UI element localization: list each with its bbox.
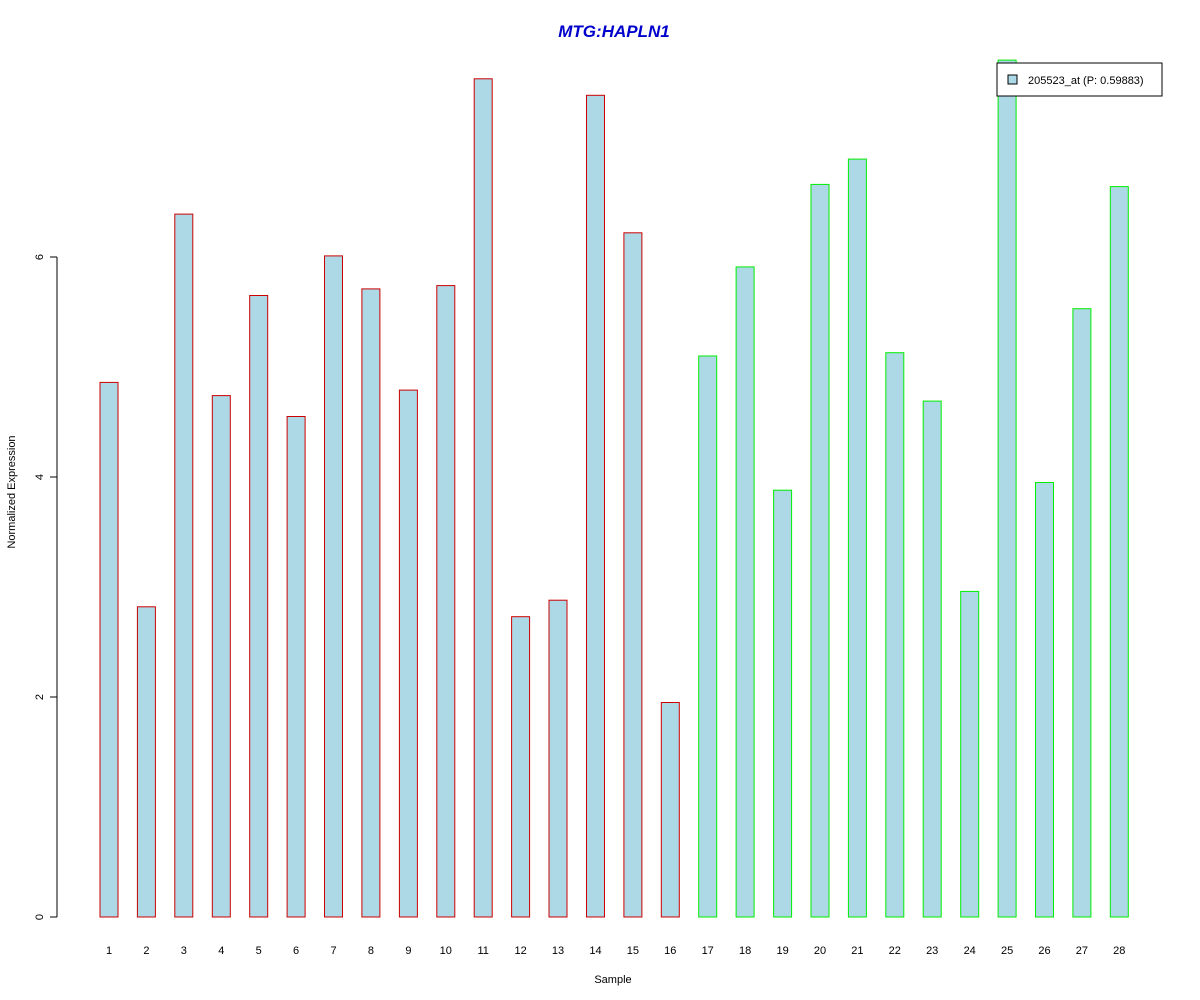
bar-sample-19: [773, 489, 793, 918]
chart-title: MTG:HAPLN1: [558, 22, 669, 41]
x-tick-label: 22: [889, 945, 901, 957]
x-tick-label: 3: [181, 945, 187, 957]
y-tick-label: 4: [34, 474, 46, 480]
bar-sample-11: [473, 78, 493, 918]
x-tick-label: 28: [1113, 945, 1125, 957]
bar-sample-21: [847, 158, 867, 918]
bar-sample-16: [660, 702, 680, 918]
x-tick-label: 21: [851, 945, 863, 957]
x-tick-label: 23: [926, 945, 938, 957]
bar-sample-24: [960, 590, 980, 918]
bar-sample-7: [324, 255, 343, 918]
x-tick-label: 25: [1001, 945, 1013, 957]
x-tick-label: 7: [330, 945, 336, 957]
x-axis-label: Sample: [594, 974, 631, 986]
x-tick-label: 6: [293, 945, 299, 957]
bar-sample-13: [548, 599, 568, 918]
bar-sample-4: [211, 395, 231, 918]
bar-sample-8: [361, 288, 381, 918]
x-tick-label: 26: [1038, 945, 1050, 957]
bar-sample-10: [436, 285, 456, 918]
legend-label: 205523_at (P: 0.59883): [1028, 75, 1144, 87]
bar-sample-1: [99, 381, 119, 918]
x-tick-label: 10: [440, 945, 452, 957]
x-tick-label: 16: [664, 945, 676, 957]
bar-sample-18: [735, 266, 755, 918]
bar-sample-3: [174, 213, 194, 918]
x-tick-label: 20: [814, 945, 826, 957]
y-tick-label: 2: [34, 694, 46, 700]
bar-sample-23: [922, 400, 942, 918]
x-tick-label: 15: [627, 945, 639, 957]
x-tick-labels: 1 2 3 4 5 6 7 8 9 10 11 12 13 14 15 16 17 18 19 20 21 22 23 24 2…: [106, 945, 1125, 957]
bar-sample-20: [810, 183, 830, 918]
x-tick-label: 27: [1076, 945, 1088, 957]
x-tick-label: 18: [739, 945, 751, 957]
bar-sample-14: [586, 94, 605, 918]
y-tick-label: 0: [34, 914, 46, 920]
bar-sample-26: [1035, 482, 1054, 918]
x-tick-label: 19: [776, 945, 788, 957]
bars-group: [99, 59, 1129, 918]
legend: 205523_at (P: 0.59883): [996, 62, 1163, 97]
bar-sample-27: [1072, 308, 1092, 918]
bar-sample-25: [997, 59, 1017, 918]
bar-sample-2: [136, 606, 156, 918]
x-tick-label: 8: [368, 945, 374, 957]
bar-sample-15: [623, 232, 643, 918]
legend-swatch: [1007, 74, 1018, 85]
bar-sample-17: [698, 355, 718, 918]
x-tick-label: 11: [477, 945, 488, 957]
x-tick-label: 1: [106, 945, 112, 957]
x-tick-label: 12: [514, 945, 526, 957]
y-axis-label: Normalized Expression: [6, 435, 18, 548]
x-tick-label: 14: [589, 945, 601, 957]
bar-sample-22: [885, 352, 905, 918]
bar-sample-12: [511, 616, 531, 918]
legend-box: [996, 62, 1163, 97]
bar-sample-5: [249, 295, 269, 918]
x-tick-label: 2: [143, 945, 149, 957]
y-axis: 0 2 4 6: [34, 254, 58, 920]
y-tick-label: 6: [34, 254, 46, 260]
bar-sample-28: [1109, 186, 1129, 918]
x-tick-label: 9: [405, 945, 411, 957]
x-tick-label: 5: [256, 945, 262, 957]
x-tick-label: 17: [702, 945, 714, 957]
x-tick-label: 4: [218, 945, 224, 957]
bar-sample-9: [398, 389, 418, 918]
x-tick-label: 13: [552, 945, 564, 957]
x-tick-label: 24: [964, 945, 976, 957]
bar-sample-6: [286, 416, 306, 918]
